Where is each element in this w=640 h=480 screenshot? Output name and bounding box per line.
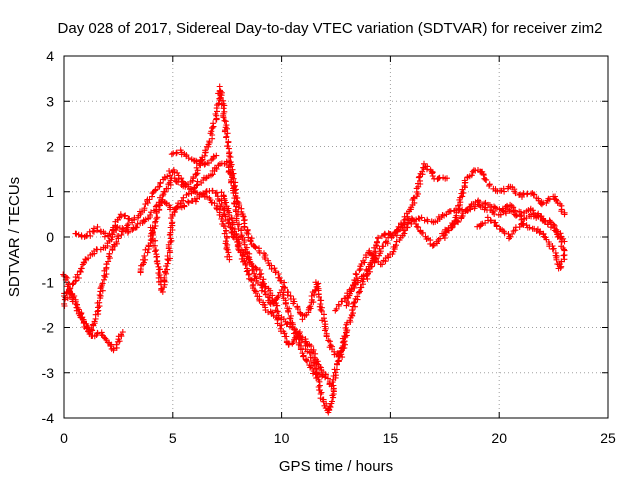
y-tick-label: 4 [46, 48, 54, 64]
x-tick-label: 20 [491, 430, 507, 446]
series-5 [137, 83, 350, 364]
chart-title: Day 028 of 2017, Sidereal Day-to-day VTE… [58, 20, 603, 37]
series-markers [137, 83, 350, 364]
data-points [60, 83, 568, 416]
x-tick-label: 10 [274, 430, 290, 446]
x-tick-label: 0 [60, 430, 68, 446]
series-9 [332, 160, 450, 314]
series-markers [60, 271, 126, 354]
x-axis-ticks: 0 5 10 15 20 25 [60, 56, 616, 446]
y-tick-label: -2 [42, 320, 55, 336]
y-tick-label: 1 [46, 184, 54, 200]
series-8 [218, 189, 335, 390]
series-markers [168, 147, 220, 168]
y-tick-label: 3 [46, 93, 54, 109]
x-tick-label: 5 [169, 430, 177, 446]
series-markers [61, 211, 133, 299]
y-axis-ticks: -4 -3 -2 -1 0 1 2 3 4 [42, 48, 608, 426]
series-11 [441, 167, 568, 241]
grid-lines [64, 56, 608, 418]
series-markers [147, 158, 329, 381]
y-axis-label: SDTVAR / TECUs [6, 177, 23, 297]
series-7 [168, 147, 220, 168]
plot-frame [63, 55, 609, 419]
series-markers [218, 189, 335, 390]
series-6 [147, 158, 329, 381]
y-tick-label: -4 [42, 410, 55, 426]
series-12 [474, 214, 568, 272]
series-1 [61, 211, 133, 299]
x-tick-label: 25 [600, 430, 616, 446]
y-tick-label: 2 [46, 139, 54, 155]
series-markers [332, 160, 450, 314]
x-axis-label: GPS time / hours [279, 458, 393, 475]
series-markers [474, 214, 568, 272]
series-markers [441, 167, 568, 241]
y-tick-label: -3 [42, 365, 55, 381]
x-tick-label: 15 [383, 430, 399, 446]
y-tick-label: -1 [42, 274, 55, 290]
y-tick-label: 0 [46, 229, 54, 245]
series-3 [60, 271, 126, 354]
